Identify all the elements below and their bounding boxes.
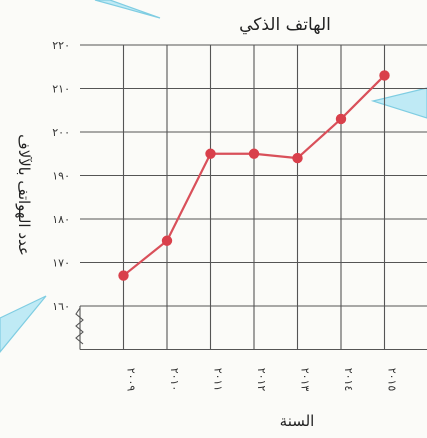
y-tick-label: ١٧٠ xyxy=(52,257,70,270)
chart-title: الهاتف الذكي xyxy=(239,15,331,35)
data-point-٢٠١٢ xyxy=(248,148,260,159)
callout-top-left xyxy=(94,0,161,19)
decorations xyxy=(0,0,427,353)
x-tick-labels: ٢٠٠٩ ٢٠١٠ ٢٠١١ ٢٠١٢ ٢٠١٣ ٢٠١٤ ٢٠١٥ xyxy=(125,368,399,392)
callout-right xyxy=(370,87,427,119)
data-point-٢٠١٣ xyxy=(292,152,303,164)
y-tick-labels: ١٦٠ ١٧٠ ١٨٠ ١٩٠ ٢٠٠ ٢١٠ ٢٢٠ xyxy=(52,39,70,313)
y-tick-label: ١٨٠ xyxy=(52,213,70,226)
x-tick-label: ٢٠١٣ xyxy=(299,368,312,392)
data-point-٢٠١٤ xyxy=(335,113,347,125)
x-tick-label: ٢٠١٤ xyxy=(342,368,355,392)
y-tick-label: ٢١٠ xyxy=(52,83,70,96)
x-tick-label: ٢٠١٢ xyxy=(255,368,268,392)
y-tick-label: ٢٠٠ xyxy=(52,126,70,139)
x-tick-label: ٢٠٠٩ xyxy=(125,368,138,392)
data-point-٢٠١١ xyxy=(205,148,216,159)
callout-bottom-left xyxy=(0,295,47,353)
x-tick-label: ٢٠١١ xyxy=(212,368,225,392)
y-axis-label: عدد الهواتف بالآلاف xyxy=(15,134,33,256)
x-axis-label: السنة xyxy=(280,412,315,430)
y-tick-label: ١٦٠ xyxy=(52,300,70,313)
data-point-٢٠٠٩ xyxy=(118,270,129,281)
data-point-٢٠١٠ xyxy=(161,235,173,246)
y-axis-break xyxy=(75,307,84,345)
data-point-٢٠١٥ xyxy=(379,70,390,81)
x-tick-label: ٢٠١٠ xyxy=(168,368,181,392)
grid xyxy=(79,44,427,351)
y-tick-label: ٢٢٠ xyxy=(52,39,70,52)
series-line xyxy=(118,70,390,281)
y-tick-label: ١٩٠ xyxy=(52,170,70,183)
x-tick-label: ٢٠١٥ xyxy=(386,368,399,392)
axis-break-zigzag xyxy=(75,307,84,345)
